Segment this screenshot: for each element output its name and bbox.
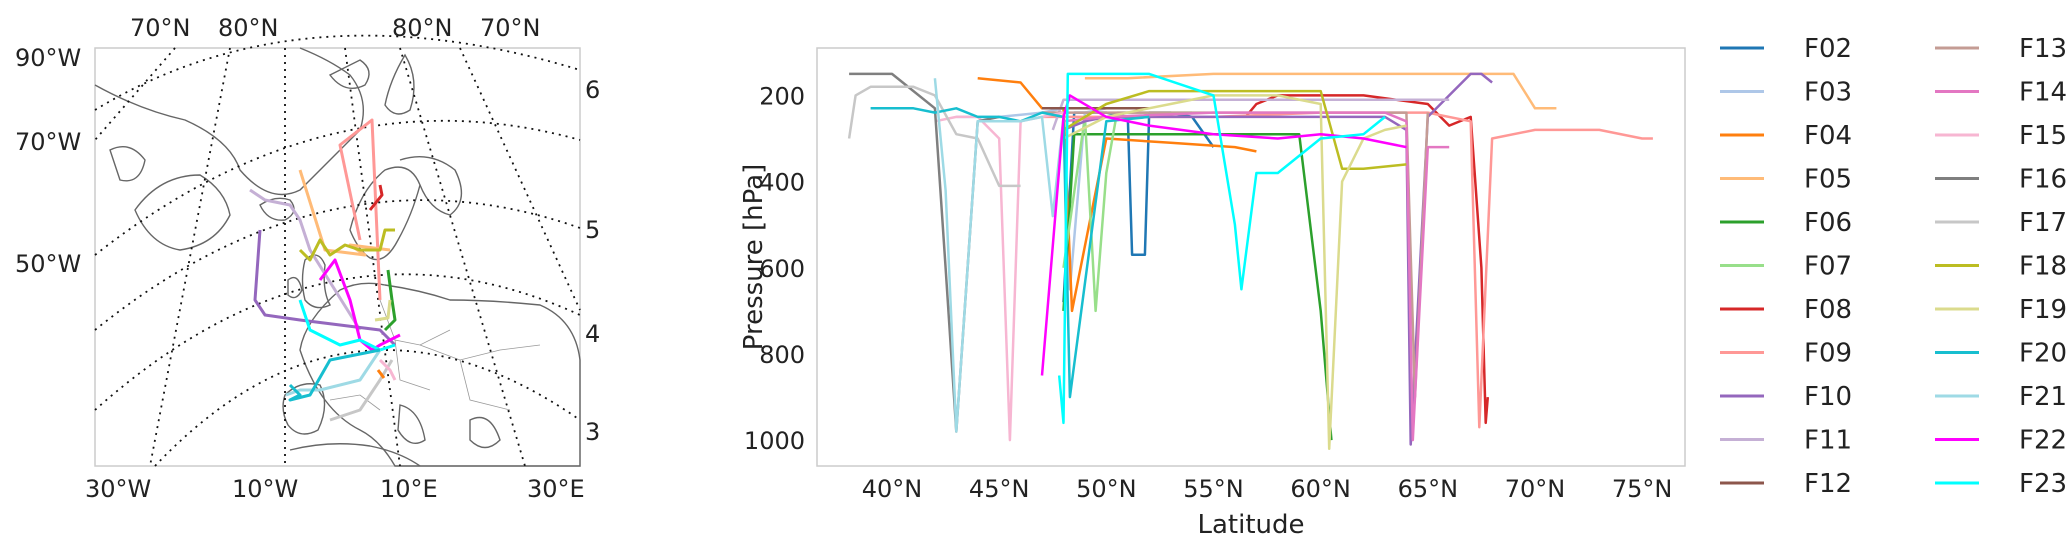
- x-tick-labels: 40°N 45°N 50°N 55°N 60°N 65°N 70°N 75°N: [862, 475, 1673, 503]
- map-top-label: 70°N: [480, 14, 541, 42]
- map-right-label: 50°N: [585, 216, 600, 244]
- map-left-label: 70°W: [15, 128, 81, 156]
- coastlines: [94, 47, 581, 467]
- flight-tracks: [249, 118, 401, 422]
- map-left-label: 90°W: [15, 44, 81, 72]
- x-tick-label: 70°N: [1505, 475, 1566, 503]
- legend-label-f18: F18: [2019, 252, 2067, 282]
- x-axis-label: Latitude: [1197, 510, 1304, 540]
- series-line-f17: [847, 85, 1021, 188]
- legend-label-f06: F06: [1804, 208, 1852, 238]
- country-borders: [329, 299, 541, 411]
- legend-label-f13: F13: [2019, 34, 2067, 64]
- map-bottom-label: 10°E: [380, 475, 438, 503]
- legend-label-f10: F10: [1804, 382, 1852, 412]
- x-tick-label: 45°N: [969, 475, 1030, 503]
- legend-label-f22: F22: [2019, 426, 2067, 456]
- series-line-f19: [1062, 94, 1407, 451]
- x-tick-label: 50°N: [1076, 475, 1137, 503]
- x-tick-label: 75°N: [1612, 475, 1673, 503]
- legend-label-f20: F20: [2019, 339, 2067, 369]
- series-line-f18: [1062, 89, 1407, 170]
- y-tick-label: 600: [759, 255, 805, 283]
- legend-label-f15: F15: [2019, 121, 2067, 151]
- legend-label-f23: F23: [2019, 469, 2067, 499]
- y-tick-label: 400: [759, 169, 805, 197]
- map-right-label: 30°N: [585, 418, 600, 446]
- x-tick-label: 65°N: [1398, 475, 1459, 503]
- legend-label-f09: F09: [1804, 339, 1852, 369]
- series-line-f20: [870, 107, 1150, 399]
- legend-label-f04: F04: [1804, 121, 1852, 151]
- x-tick-label: 55°N: [1183, 475, 1244, 503]
- legend-label-f19: F19: [2019, 295, 2067, 325]
- legend-label-f07: F07: [1804, 252, 1852, 282]
- series-line-f14: [1063, 111, 1450, 442]
- map-left-label: 50°W: [15, 250, 81, 278]
- legend-label-f11: F11: [1804, 426, 1852, 456]
- legend-label-f03: F03: [1804, 78, 1852, 108]
- y-tick-label: 200: [759, 82, 805, 110]
- map-bottom-label: 30°W: [85, 475, 151, 503]
- map-top-label: 80°N: [392, 14, 453, 42]
- legend-label-f05: F05: [1804, 165, 1852, 195]
- series-layer: [847, 72, 1653, 451]
- x-tick-label: 40°N: [862, 475, 923, 503]
- y-tick-label: 800: [759, 341, 805, 369]
- graticule: [94, 34, 581, 467]
- map-bottom-label: 10°W: [232, 475, 298, 503]
- x-tick-label: 60°N: [1290, 475, 1351, 503]
- map-top-label: 70°N: [130, 14, 191, 42]
- series-line-f21: [933, 78, 1065, 433]
- legend-label-f12: F12: [1804, 469, 1852, 499]
- y-tick-labels: 200 400 600 800 1000: [744, 82, 805, 455]
- legend-label-f21: F21: [2019, 382, 2067, 412]
- map-bottom-label: 30°E: [527, 475, 585, 503]
- y-tick-label: 1000: [744, 427, 805, 455]
- legend-label-f08: F08: [1804, 295, 1852, 325]
- legend-label-f14: F14: [2019, 78, 2067, 108]
- y-axis-label: Pressure [hPa]: [739, 164, 769, 351]
- series-line-f11: [1051, 98, 1450, 131]
- legend-label-f02: F02: [1804, 34, 1852, 64]
- series-line-f23: [1057, 72, 1386, 425]
- map-right-label: 40°N: [585, 320, 600, 348]
- series-line-f04: [977, 76, 1257, 313]
- legend-label-f17: F17: [2019, 208, 2067, 238]
- map-top-label: 80°N: [218, 14, 279, 42]
- map-right-label: 60°N: [585, 76, 600, 104]
- legend-label-f16: F16: [2019, 165, 2067, 195]
- map-panel: 70°N 80°N 80°N 70°N 90°W 70°W 50°W 60°N …: [15, 14, 600, 503]
